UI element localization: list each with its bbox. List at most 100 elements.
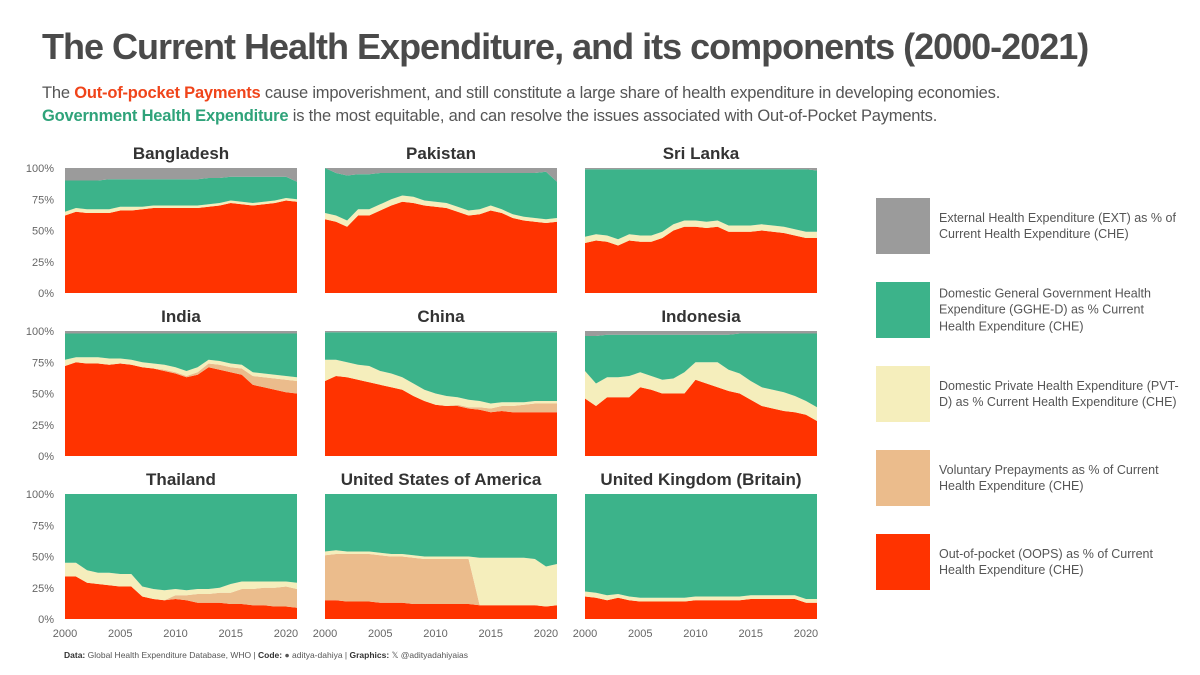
y-tick-label: 0% xyxy=(38,288,54,300)
area-vol xyxy=(325,376,557,413)
area-oops xyxy=(65,362,297,456)
panel-title: United States of America xyxy=(341,470,542,489)
x-tick-label: 2015 xyxy=(478,628,502,640)
y-tick-label: 0% xyxy=(38,451,54,463)
x-icon: 𝕏 xyxy=(391,650,399,660)
caption-code-text: aditya-dahiya | xyxy=(289,650,350,660)
y-tick-label: 100% xyxy=(26,326,54,338)
panel-title: China xyxy=(417,307,465,326)
panel-pakistan: Pakistan xyxy=(325,144,557,293)
area-gghe xyxy=(65,176,297,212)
panel-china: China xyxy=(325,307,557,456)
y-tick-label: 50% xyxy=(32,389,54,401)
area-oops xyxy=(325,376,557,456)
area-gghe xyxy=(325,168,557,221)
area-gghe xyxy=(585,333,817,408)
y-tick-label: 50% xyxy=(32,552,54,564)
area-oops xyxy=(585,379,817,456)
panel-sri-lanka: Sri Lanka xyxy=(585,144,817,293)
area-oops xyxy=(585,226,817,293)
legend-swatch xyxy=(876,198,930,254)
x-tick-label: 2020 xyxy=(534,628,558,640)
panel-united-kingdom-britain-: United Kingdom (Britain) xyxy=(585,470,817,619)
y-tick-label: 75% xyxy=(32,194,54,206)
legend-label: Domestic Private Health Expenditure (PVT… xyxy=(939,378,1179,409)
legend-item-gghe: Domestic General Government Health Expen… xyxy=(876,282,1186,338)
y-tick-label: 25% xyxy=(32,583,54,595)
area-oops xyxy=(325,201,557,293)
y-tick-label: 25% xyxy=(32,420,54,432)
x-tick-label: 2005 xyxy=(108,628,132,640)
area-pvt xyxy=(325,195,557,227)
x-tick-label: 2010 xyxy=(163,628,187,640)
area-gghe xyxy=(585,169,817,240)
caption-data-text: Global Health Expenditure Database, WHO … xyxy=(85,650,259,660)
area-pvt xyxy=(585,220,817,246)
subtitle-line-2: Government Health Expenditure is the mos… xyxy=(42,107,937,126)
subtitle-suffix-1: cause impoverishment, and still constitu… xyxy=(260,84,1001,102)
x-tick-label: 2010 xyxy=(683,628,707,640)
panel-title: Indonesia xyxy=(661,307,741,326)
area-oops xyxy=(65,200,297,293)
y-tick-label: 75% xyxy=(32,520,54,532)
legend-swatch xyxy=(876,366,930,422)
x-tick-label: 2000 xyxy=(313,628,337,640)
panel-india: India xyxy=(65,307,297,456)
area-gghe xyxy=(65,333,297,378)
y-tick-label: 75% xyxy=(32,357,54,369)
area-pvt xyxy=(65,562,297,601)
x-tick-label: 2010 xyxy=(423,628,447,640)
subtitle-line-1: The Out-of-pocket Payments cause impover… xyxy=(42,84,1000,103)
caption: Data: Global Health Expenditure Database… xyxy=(64,650,468,661)
panel-bangladesh: Bangladesh xyxy=(65,144,297,293)
area-ext xyxy=(585,168,817,171)
area-vol xyxy=(325,554,557,607)
area-oops xyxy=(585,596,817,619)
area-vol xyxy=(65,576,297,608)
chart-title: The Current Health Expenditure, and its … xyxy=(42,26,1089,67)
x-tick-label: 2000 xyxy=(573,628,597,640)
area-gghe xyxy=(325,494,557,567)
y-tick-label: 25% xyxy=(32,257,54,269)
area-ext xyxy=(325,331,557,333)
legend-item-vol: Voluntary Prepayments as % of Current He… xyxy=(876,450,1186,506)
area-ext xyxy=(585,331,817,336)
legend-item-ext: External Health Expenditure (EXT) as % o… xyxy=(876,198,1186,254)
x-tick-label: 2015 xyxy=(218,628,242,640)
legend-item-pvt: Domestic Private Health Expenditure (PVT… xyxy=(876,366,1186,422)
y-tick-label: 100% xyxy=(26,163,54,175)
y-tick-label: 100% xyxy=(26,489,54,501)
caption-code-label: Code: xyxy=(258,650,283,660)
panel-title: Sri Lanka xyxy=(663,144,740,163)
area-ext xyxy=(65,168,297,182)
area-ext xyxy=(65,331,297,334)
area-pvt xyxy=(65,198,297,216)
area-gghe xyxy=(325,332,557,404)
legend-item-oops: Out-of-pocket (OOPS) as % of Current Hea… xyxy=(876,534,1186,590)
x-tick-label: 2005 xyxy=(628,628,652,640)
x-tick-label: 2020 xyxy=(794,628,818,640)
area-pvt xyxy=(325,359,557,409)
area-pvt xyxy=(585,362,817,421)
legend-label: Domestic General Government Health Expen… xyxy=(939,286,1151,334)
subtitle-suffix-2: is the most equitable, and can resolve t… xyxy=(288,107,938,125)
panel-title: United Kingdom (Britain) xyxy=(600,470,801,489)
panel-indonesia: Indonesia xyxy=(585,307,817,456)
x-tick-label: 2015 xyxy=(738,628,762,640)
panel-title: Thailand xyxy=(146,470,216,489)
caption-graphics-label: Graphics: xyxy=(349,650,390,660)
legend-swatch xyxy=(876,534,930,590)
github-icon: ● xyxy=(284,650,290,660)
legend-label: Voluntary Prepayments as % of Current He… xyxy=(939,462,1159,493)
area-pvt xyxy=(585,591,817,603)
area-oops xyxy=(65,576,297,619)
area-gghe xyxy=(65,494,297,591)
caption-data-label: Data: xyxy=(64,650,86,660)
panel-title: India xyxy=(161,307,201,326)
panel-title: Pakistan xyxy=(406,144,476,163)
x-tick-label: 2005 xyxy=(368,628,392,640)
x-tick-label: 2020 xyxy=(274,628,298,640)
area-pvt xyxy=(325,550,557,607)
y-tick-label: 50% xyxy=(32,226,54,238)
subtitle-prefix: The xyxy=(42,84,75,102)
